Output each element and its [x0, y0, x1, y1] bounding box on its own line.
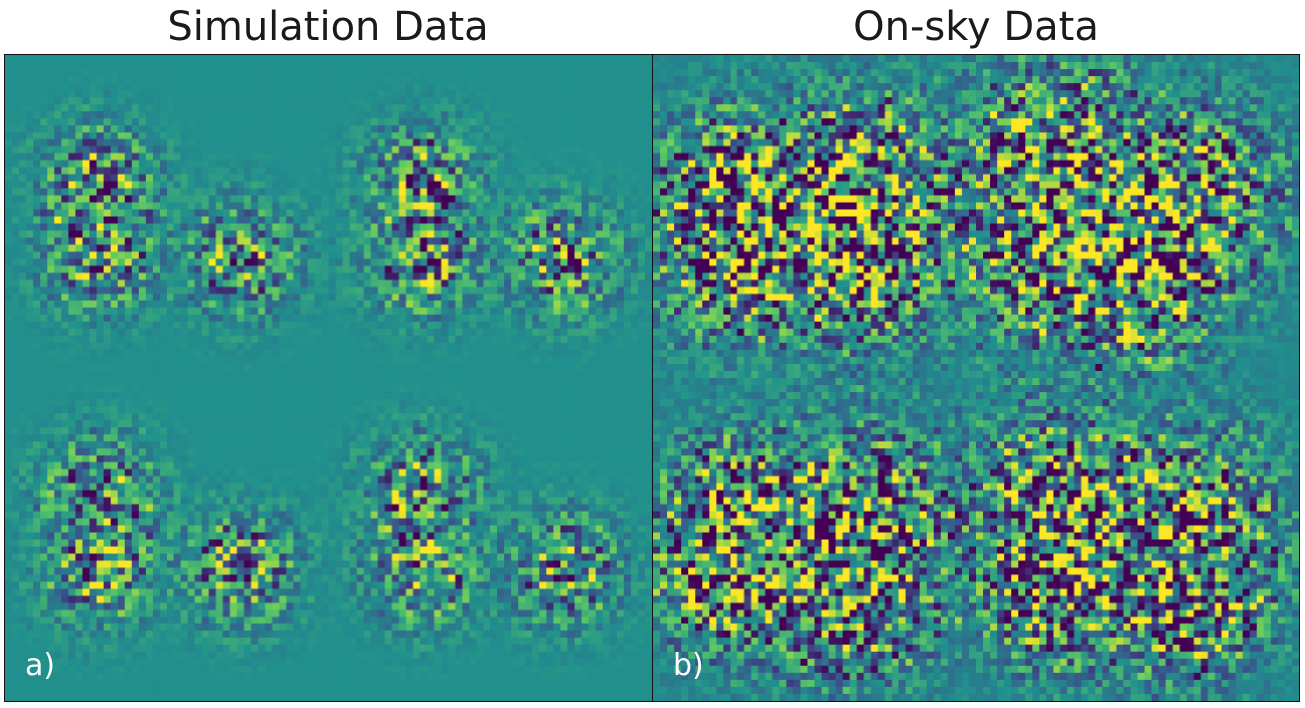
- panel-a-label: a): [25, 648, 56, 683]
- panel-b-title: On-sky Data: [853, 4, 1099, 50]
- onsky-data-image: b): [652, 54, 1300, 702]
- simulation-data-image: a): [4, 54, 653, 702]
- panel-a-title: Simulation Data: [167, 4, 489, 50]
- simulation-heatmap: [5, 55, 652, 701]
- onsky-heatmap: [653, 55, 1299, 701]
- panel-b-label: b): [673, 648, 704, 683]
